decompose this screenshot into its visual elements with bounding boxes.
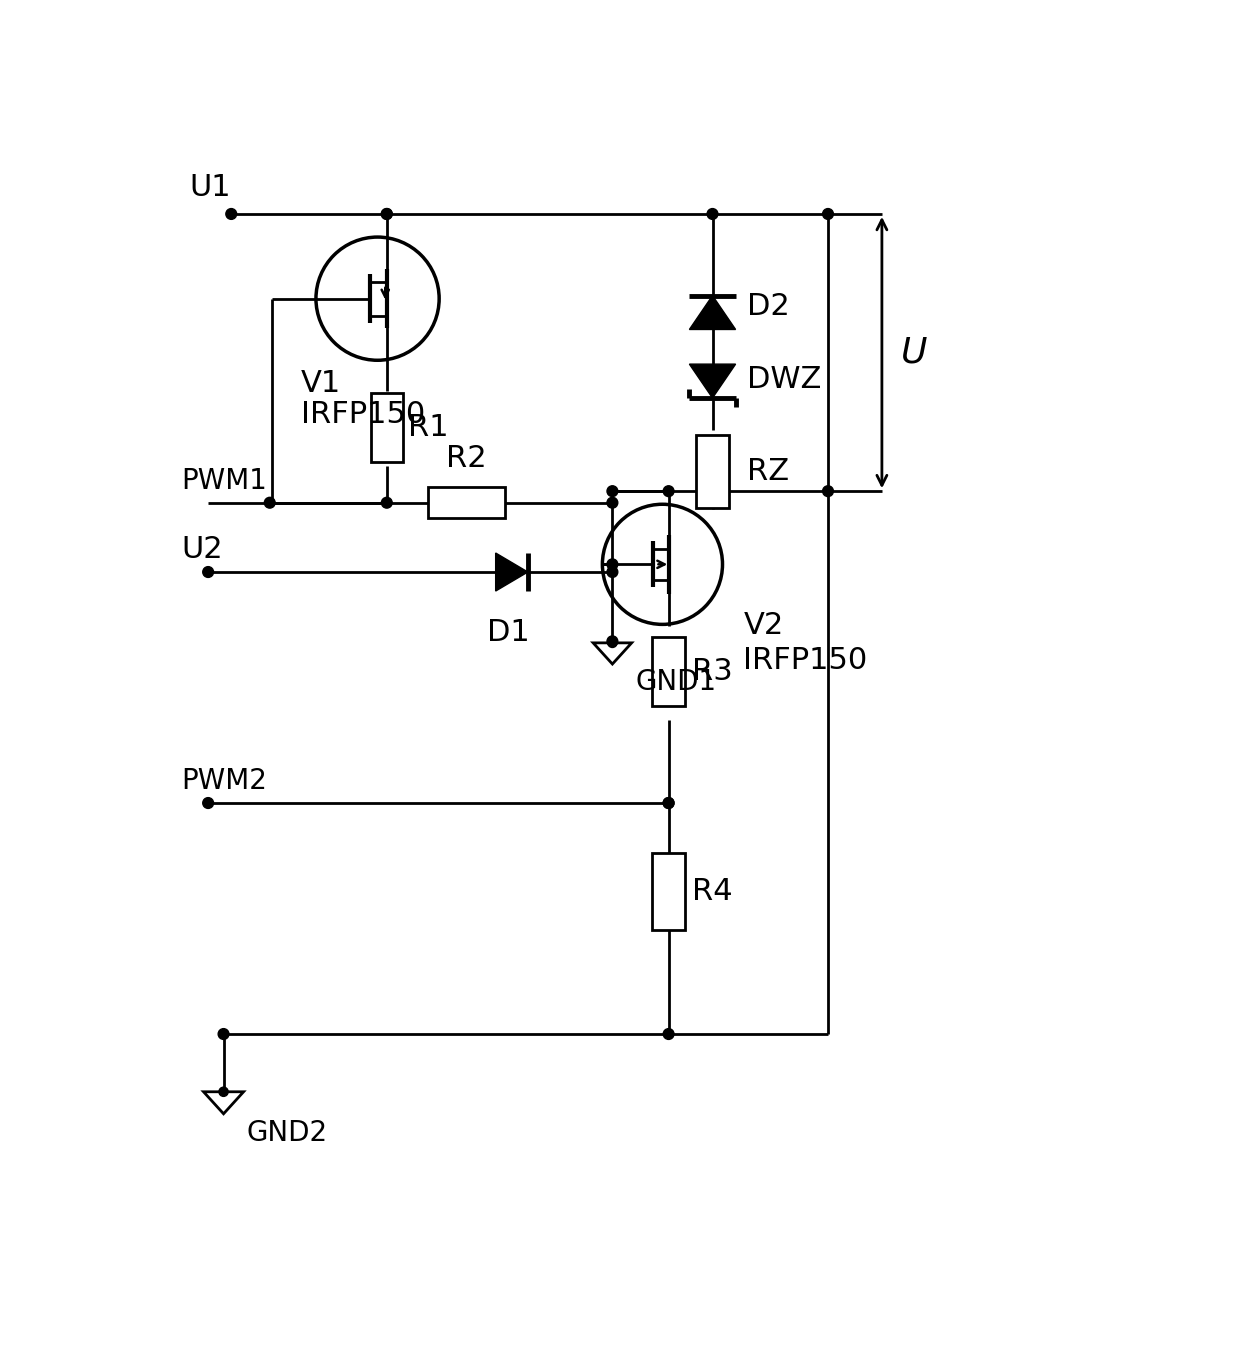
Circle shape [203,567,213,578]
Bar [697,436,729,508]
Text: R1: R1 [408,413,449,443]
Text: V2: V2 [743,612,784,641]
Polygon shape [689,295,735,329]
Bar [428,488,505,518]
Circle shape [608,638,618,647]
Text: R2: R2 [446,444,486,474]
Text: U2: U2 [181,535,223,564]
Circle shape [203,798,213,809]
Text: R3: R3 [692,657,733,686]
Text: V1: V1 [300,369,341,398]
Circle shape [663,1029,675,1040]
Circle shape [663,798,675,809]
Bar [371,393,403,462]
Circle shape [608,486,618,497]
Text: D1: D1 [487,619,529,647]
Polygon shape [689,365,735,398]
Text: PWM2: PWM2 [181,768,267,795]
Circle shape [264,497,275,508]
Circle shape [822,209,833,220]
Text: DWZ: DWZ [748,365,822,393]
Text: IRFP150: IRFP150 [300,400,425,429]
Bar [652,637,684,706]
Circle shape [219,1087,228,1097]
Text: R4: R4 [692,877,733,906]
Circle shape [663,798,675,809]
Circle shape [608,567,618,578]
Circle shape [608,497,618,508]
Text: IRFP150: IRFP150 [743,646,868,675]
Text: RZ: RZ [748,458,790,486]
Circle shape [822,486,833,497]
Text: GND2: GND2 [247,1119,327,1146]
Circle shape [707,209,718,220]
Text: U: U [901,336,928,370]
Circle shape [382,209,392,220]
Bar [652,854,684,930]
Text: GND1: GND1 [635,668,717,697]
Text: PWM1: PWM1 [181,467,267,494]
Circle shape [608,637,618,646]
Circle shape [226,209,237,220]
Text: D2: D2 [748,292,790,321]
Circle shape [218,1029,229,1040]
Text: U1: U1 [188,173,231,202]
Circle shape [663,486,675,497]
Circle shape [608,559,618,570]
Circle shape [382,497,392,508]
Circle shape [382,209,392,220]
Polygon shape [496,553,528,591]
